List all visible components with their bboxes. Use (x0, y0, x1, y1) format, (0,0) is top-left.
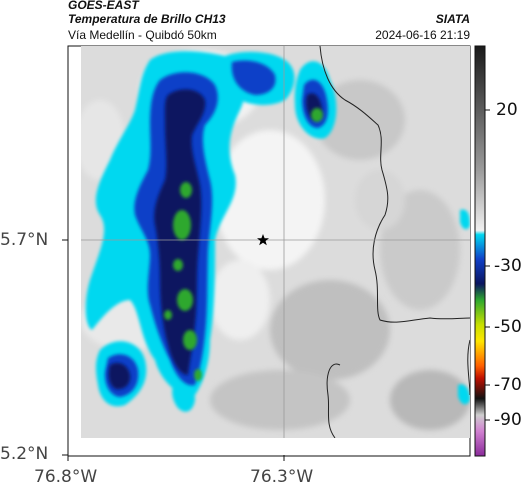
lon-tick-label: 76.3°W (250, 467, 314, 487)
border-line (319, 46, 470, 323)
colorbar-tick: -50 (494, 317, 522, 337)
lon-tick-label: 76.8°W (34, 467, 98, 487)
lat-tick-label: 5.2°N (0, 444, 49, 464)
brightness-temperature-field (81, 46, 470, 438)
river-line (326, 363, 341, 438)
colorbar-tick: -70 (494, 375, 522, 395)
lat-tick-label: 5.7°N (0, 230, 49, 250)
datetime-label: 2024-06-16 21:19 (375, 28, 470, 42)
colorbar-tick: 20 (496, 100, 518, 120)
colorbar (474, 45, 486, 457)
agency-label: SIATA (435, 12, 470, 26)
region-subtitle: Vía Medellín - Quibdó 50km (68, 28, 217, 42)
star-icon (257, 234, 269, 246)
colorbar-tick: -30 (494, 256, 522, 276)
colorbar-tick: -90 (494, 410, 522, 430)
satellite-title: GOES-EAST (68, 0, 139, 12)
product-title: Temperatura de Brillo CH13 (68, 12, 226, 26)
